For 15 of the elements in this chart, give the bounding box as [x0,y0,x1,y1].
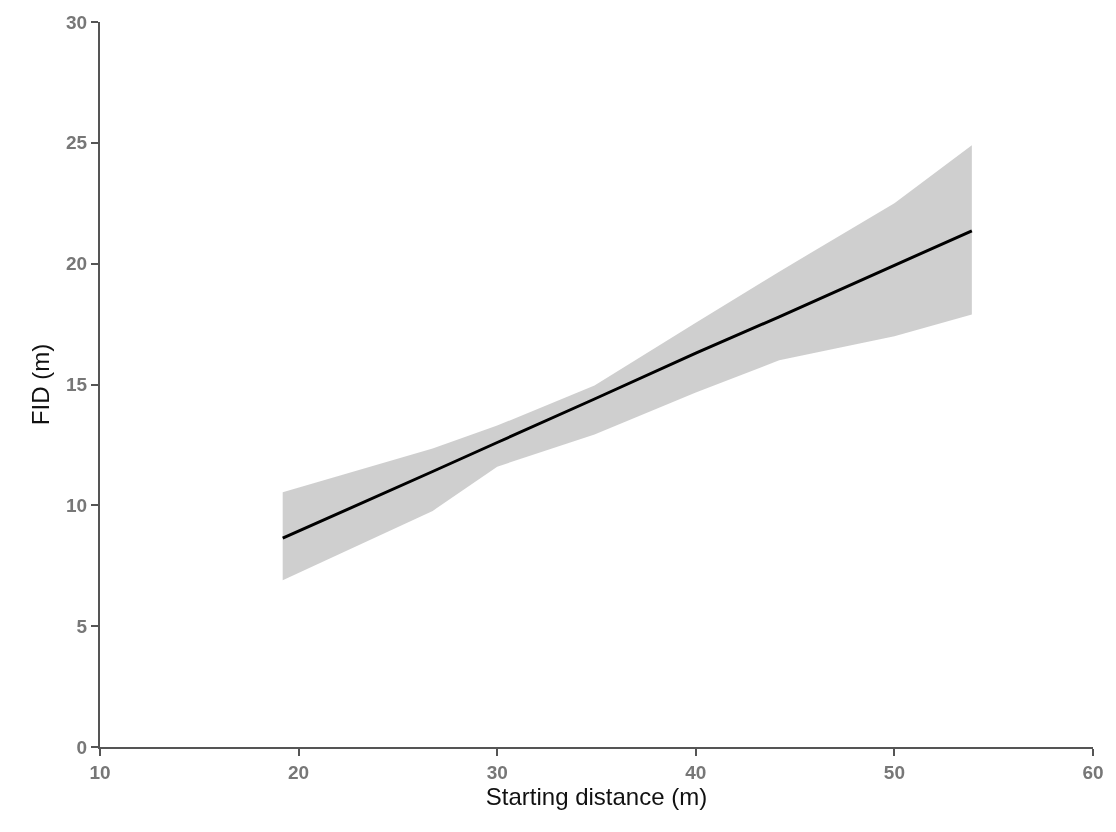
y-tick-label: 20 [66,253,88,275]
y-tick-label: 5 [76,615,88,637]
x-tick-label: 50 [883,761,905,783]
line-series [281,229,974,540]
x-tick-label: 60 [1082,761,1104,783]
y-tick-label: 15 [66,374,88,396]
y-axis-title: FID (m) [26,343,54,426]
x-tick-label: 30 [486,761,508,783]
y-tick-label: 30 [66,11,88,33]
y-tick-label: 25 [66,132,88,154]
y-tick-label: 10 [66,494,88,516]
x-tick-label: 20 [288,761,310,783]
x-axis-title: Starting distance (m) [485,782,708,810]
y-tick-label: 0 [76,736,88,758]
x-tick-label: 40 [685,761,707,783]
